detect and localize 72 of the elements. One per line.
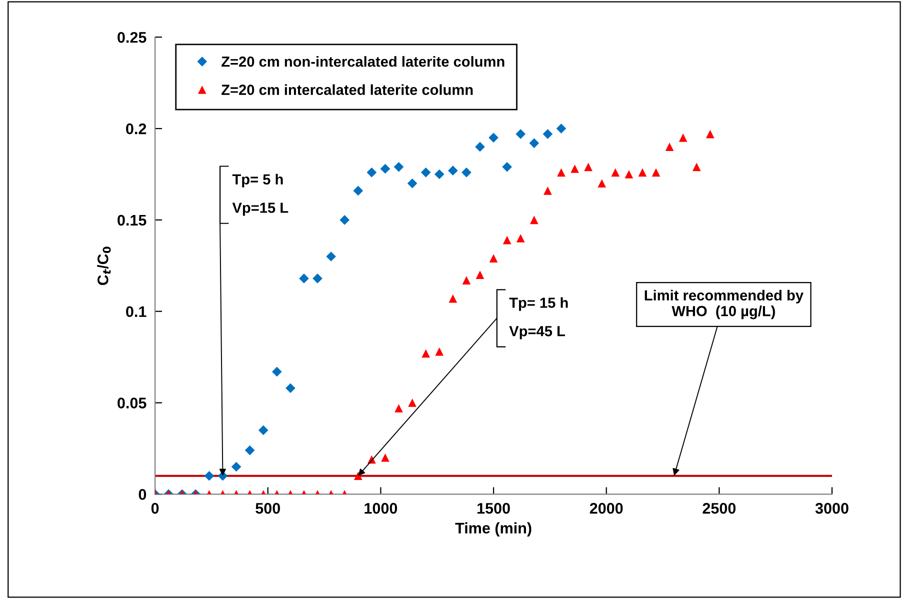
point <box>476 270 484 279</box>
point <box>258 425 268 436</box>
point <box>516 129 526 139</box>
point <box>557 168 566 177</box>
point <box>544 186 552 195</box>
point <box>299 274 309 284</box>
point <box>353 186 364 196</box>
x-tick-label: 0 <box>151 502 159 514</box>
point <box>394 404 403 412</box>
point <box>475 142 485 152</box>
point <box>678 134 688 142</box>
point <box>692 162 701 172</box>
point <box>244 445 255 456</box>
point <box>462 276 471 284</box>
point <box>489 254 498 263</box>
y-tick-label: 0 <box>138 489 146 500</box>
y-tick-label: 0.15 <box>118 214 146 226</box>
point <box>422 349 430 358</box>
x-tick-label: 1500 <box>478 502 510 514</box>
x-tick-label: 2500 <box>702 502 736 514</box>
x-tick-label: 500 <box>256 502 280 514</box>
point <box>354 472 362 480</box>
x-tick-label: 1000 <box>364 502 398 514</box>
point <box>542 129 553 139</box>
point <box>407 178 418 188</box>
ref-line-label: Limit recommended by WHO (10 µg/L) <box>644 290 804 320</box>
point <box>434 169 444 180</box>
point <box>624 170 634 178</box>
point <box>312 274 322 284</box>
y-tick-label: 0.1 <box>126 306 146 318</box>
point <box>326 252 336 262</box>
point <box>556 124 566 134</box>
x-tick-label: 2000 <box>590 502 623 514</box>
annotation: Tp= 5 h Vp=15 L <box>232 174 288 216</box>
legend-label: Z=20 cm non-intercalated laterite column <box>222 56 504 67</box>
point <box>366 168 377 178</box>
point <box>598 179 606 188</box>
point <box>231 462 242 472</box>
point <box>272 366 282 377</box>
point <box>570 164 579 173</box>
legend-label: Z=20 cm intercalated laterite column <box>222 84 473 95</box>
point <box>286 383 296 394</box>
point <box>340 215 350 225</box>
x-tick-label: 3000 <box>815 502 848 514</box>
y-tick-label: 0.25 <box>118 32 146 43</box>
point <box>408 398 416 407</box>
point <box>706 130 714 138</box>
y-tick-label: 0.2 <box>126 123 146 134</box>
point <box>435 347 444 356</box>
point <box>488 132 498 143</box>
point <box>638 168 647 177</box>
x-axis-title: Time (min) <box>455 522 532 537</box>
point <box>652 168 660 177</box>
point <box>381 453 390 462</box>
point <box>448 294 458 303</box>
point <box>448 166 458 176</box>
point <box>502 162 512 172</box>
y-axis-title: C$_{t}$/C$_{0}$ <box>97 246 111 286</box>
point <box>584 162 592 172</box>
point <box>665 142 674 151</box>
point <box>394 162 404 172</box>
point <box>516 234 525 242</box>
annotation: Tp= 15 h Vp=45 L <box>509 297 568 340</box>
point <box>529 138 540 148</box>
point <box>611 168 620 177</box>
point <box>530 216 538 224</box>
point <box>380 164 390 174</box>
point <box>420 168 431 178</box>
point <box>204 470 214 481</box>
point <box>502 236 512 244</box>
point <box>462 168 472 178</box>
y-tick-label: 0.05 <box>118 398 146 408</box>
